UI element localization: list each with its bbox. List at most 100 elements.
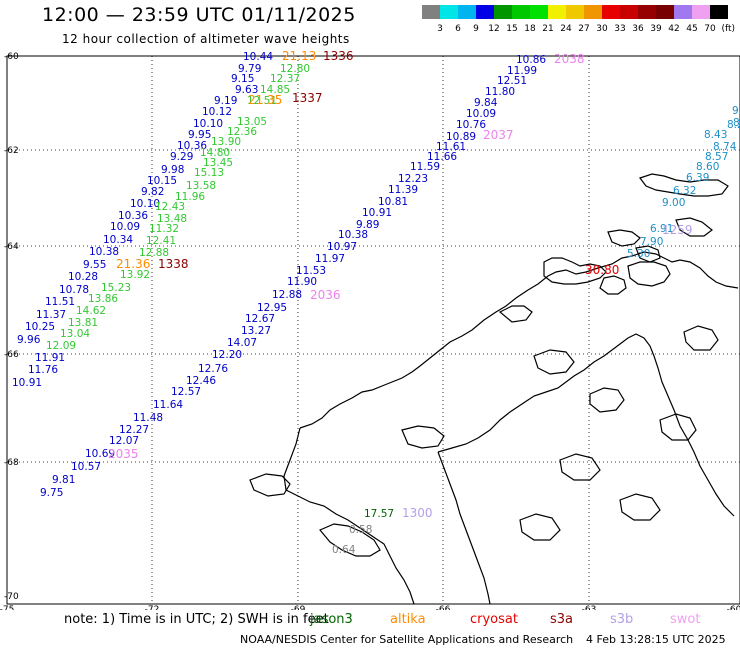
coastline-peninsula	[299, 251, 739, 429]
track-value: 11.90	[287, 276, 317, 288]
track-value: 11.39	[388, 184, 418, 196]
island-6	[635, 245, 661, 263]
track-value: 10.69	[85, 448, 115, 460]
track-value: 13.04	[60, 328, 90, 340]
lon-label: -63	[582, 605, 597, 610]
track-value: 8.43	[704, 129, 727, 141]
track-value: 10.36	[118, 210, 148, 222]
track-value: 13.45	[203, 157, 233, 169]
track-value: 9.19	[214, 95, 237, 107]
colorbar-swatch	[602, 5, 620, 19]
track-value: 9.75	[40, 487, 63, 499]
note-text: note: 1) Time is in UTC; 2) SWH is in fe…	[64, 612, 329, 627]
lat-label: -62	[4, 146, 19, 156]
track-value: 11.97	[315, 253, 345, 265]
track-value: 9.00	[662, 197, 685, 209]
island-13	[589, 387, 625, 413]
track-value: 12.88	[272, 289, 302, 301]
track-value: 14.62	[76, 305, 106, 317]
lon-label: -60	[727, 605, 740, 610]
track-value: 6.91	[650, 223, 673, 235]
pass-label: 30.80	[585, 263, 619, 277]
track-value: 12.37	[270, 73, 300, 85]
track-value: 13.58	[186, 180, 216, 192]
track-value: 12.36	[227, 126, 257, 138]
colorbar-label: 3	[437, 24, 443, 34]
lat-label: -64	[4, 242, 19, 252]
pass-label: 1336	[323, 49, 354, 63]
track-value: 8.74	[713, 141, 737, 153]
colorbar-swatch	[692, 5, 710, 19]
colorbar-swatch	[512, 5, 530, 19]
colorbar-swatch	[440, 5, 458, 19]
track-value: 6.39	[686, 172, 709, 184]
track-value: 12.43	[155, 201, 185, 213]
island-4	[639, 173, 729, 197]
altimeter-tracks: 10.449.799.159.639.1910.1210.109.9510.36…	[12, 49, 740, 556]
track-value: 10.81	[378, 196, 408, 208]
track-value: 11.51	[45, 296, 75, 308]
map-panel: -75 -72 -69 -66 -63 -60 -60 -62 -64 -66 -68 -70 10.…	[0, 49, 740, 610]
track-value: 14.85	[260, 84, 290, 96]
pass-label: 1338	[158, 257, 189, 271]
track-value: 9.82	[141, 186, 164, 198]
track-value: 10.78	[59, 284, 89, 296]
track-value: 11.96	[175, 191, 205, 203]
track-value: 10.89	[446, 131, 476, 143]
legend-swot: swot	[670, 612, 701, 627]
track-value: 8.28	[727, 119, 740, 131]
pass-label: 2038	[554, 52, 585, 66]
coastline-inner	[437, 333, 735, 517]
track-value: 10.86	[516, 54, 546, 66]
track-value: 12.07	[109, 435, 139, 447]
track-value: 11.76	[28, 364, 58, 376]
track-value: 12.51	[497, 75, 527, 87]
track-value: 17.57	[364, 508, 394, 520]
axis-labels: -75 -72 -69 -66 -63 -60 -60 -62 -64 -66 -68 -70	[0, 52, 740, 610]
page-title: 12:00 — 23:59 UTC 01/11/2025	[42, 4, 356, 26]
track-value: 10.38	[338, 229, 368, 241]
lat-label: -68	[4, 458, 19, 468]
track-value: 13.05	[237, 116, 267, 128]
colorbar-label: 39	[650, 24, 662, 34]
legend-cryosat: cryosat	[470, 612, 518, 627]
track-value: 15.23	[101, 282, 131, 294]
pass-label: 1300	[402, 506, 433, 520]
colorbar-swatch	[548, 5, 566, 19]
colorbar-label: 70	[704, 24, 716, 34]
track-value: 15.13	[194, 167, 224, 179]
track-value: 13.92	[120, 269, 150, 281]
track-value: 11.32	[149, 223, 179, 235]
track-value: 10.09	[110, 221, 140, 233]
track-value: 9.55	[83, 259, 106, 271]
track-value: 11.37	[36, 309, 66, 321]
island-14	[683, 325, 719, 351]
track-value: 14.07	[227, 337, 257, 349]
footer-timestamp: 4 Feb 13:28:15 UTC 2025	[586, 633, 726, 646]
track-value: 11.91	[35, 352, 65, 364]
map-frame	[6, 55, 740, 605]
coastline	[249, 173, 739, 605]
footer-source: NOAA/NESDIS Center for Satellite Applica…	[240, 633, 574, 646]
track-value: 10.38	[89, 246, 119, 258]
track-value: 10.10	[130, 198, 160, 210]
island-3	[627, 261, 671, 287]
colorbar-label: 18	[524, 24, 536, 34]
note-line: note: 1) Time is in UTC; 2) SWH is in fe…	[0, 612, 740, 630]
track-value: 12.41	[146, 235, 176, 247]
track-value: 12.88	[139, 247, 169, 259]
track-value: 12.95	[257, 302, 287, 314]
legend-altika: altika	[390, 612, 426, 627]
track-value: 11.61	[436, 141, 466, 153]
lat-label: -60	[4, 52, 19, 62]
island-5	[607, 229, 641, 247]
track-value: 12.20	[212, 349, 242, 361]
track-value: 9.1	[732, 105, 740, 117]
track-value: 11.66	[427, 151, 457, 163]
pass-label: 21.35	[248, 93, 282, 107]
colorbar-label: 6	[455, 24, 461, 34]
pass-label: 2035	[108, 447, 139, 461]
colorbar-label: 24	[560, 24, 572, 34]
page-subtitle: 12 hour collection of altimeter wave hei…	[62, 32, 350, 46]
lon-label: -69	[291, 605, 306, 610]
